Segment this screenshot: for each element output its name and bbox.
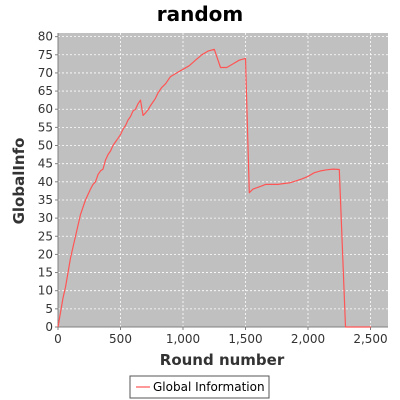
legend-box bbox=[129, 375, 270, 399]
y-tick-label: 35 bbox=[38, 193, 53, 207]
y-tick-label: 75 bbox=[38, 48, 53, 62]
grid-lines bbox=[57, 33, 388, 328]
x-tick-label: 0 bbox=[54, 332, 62, 346]
chart-title: random bbox=[157, 2, 244, 26]
y-tick-label: 55 bbox=[38, 120, 53, 134]
x-axis-label: Round number bbox=[160, 351, 285, 369]
y-tick-label: 40 bbox=[38, 175, 53, 189]
y-tick-label: 50 bbox=[38, 139, 53, 153]
series-line bbox=[57, 48, 372, 328]
y-tick-label: 60 bbox=[38, 102, 53, 116]
legend: Global Information bbox=[129, 375, 270, 399]
x-tick-label: 2,500 bbox=[353, 332, 387, 346]
x-tick-label: 1,000 bbox=[166, 332, 200, 346]
y-tick-label: 65 bbox=[38, 84, 53, 98]
y-tick-label: 15 bbox=[38, 266, 53, 280]
y-tick-label: 80 bbox=[38, 30, 53, 44]
y-tick-label: 30 bbox=[38, 211, 53, 225]
legend-label: Global Information bbox=[153, 380, 265, 394]
plot-area bbox=[58, 33, 388, 327]
x-tick-label: 1,500 bbox=[228, 332, 262, 346]
x-tick-label: 500 bbox=[109, 332, 132, 346]
y-tick-label: 25 bbox=[38, 229, 53, 243]
tick-labels: 0 5 10 15 20 25 30 35 40 45 50 55 60 65 70 75 80 0 500 1,00… bbox=[38, 30, 388, 346]
y-tick-label: 5 bbox=[45, 302, 53, 316]
y-axis-label: GlobalInfo bbox=[10, 138, 28, 225]
x-tick-label: 2,000 bbox=[291, 332, 325, 346]
series-lines bbox=[57, 48, 372, 328]
axes bbox=[55, 33, 388, 330]
y-tick-label: 20 bbox=[38, 247, 53, 261]
y-tick-label: 10 bbox=[38, 284, 53, 298]
y-tick-label: 70 bbox=[38, 66, 53, 80]
y-tick-label: 45 bbox=[38, 157, 53, 171]
y-tick-label: 0 bbox=[45, 320, 53, 334]
